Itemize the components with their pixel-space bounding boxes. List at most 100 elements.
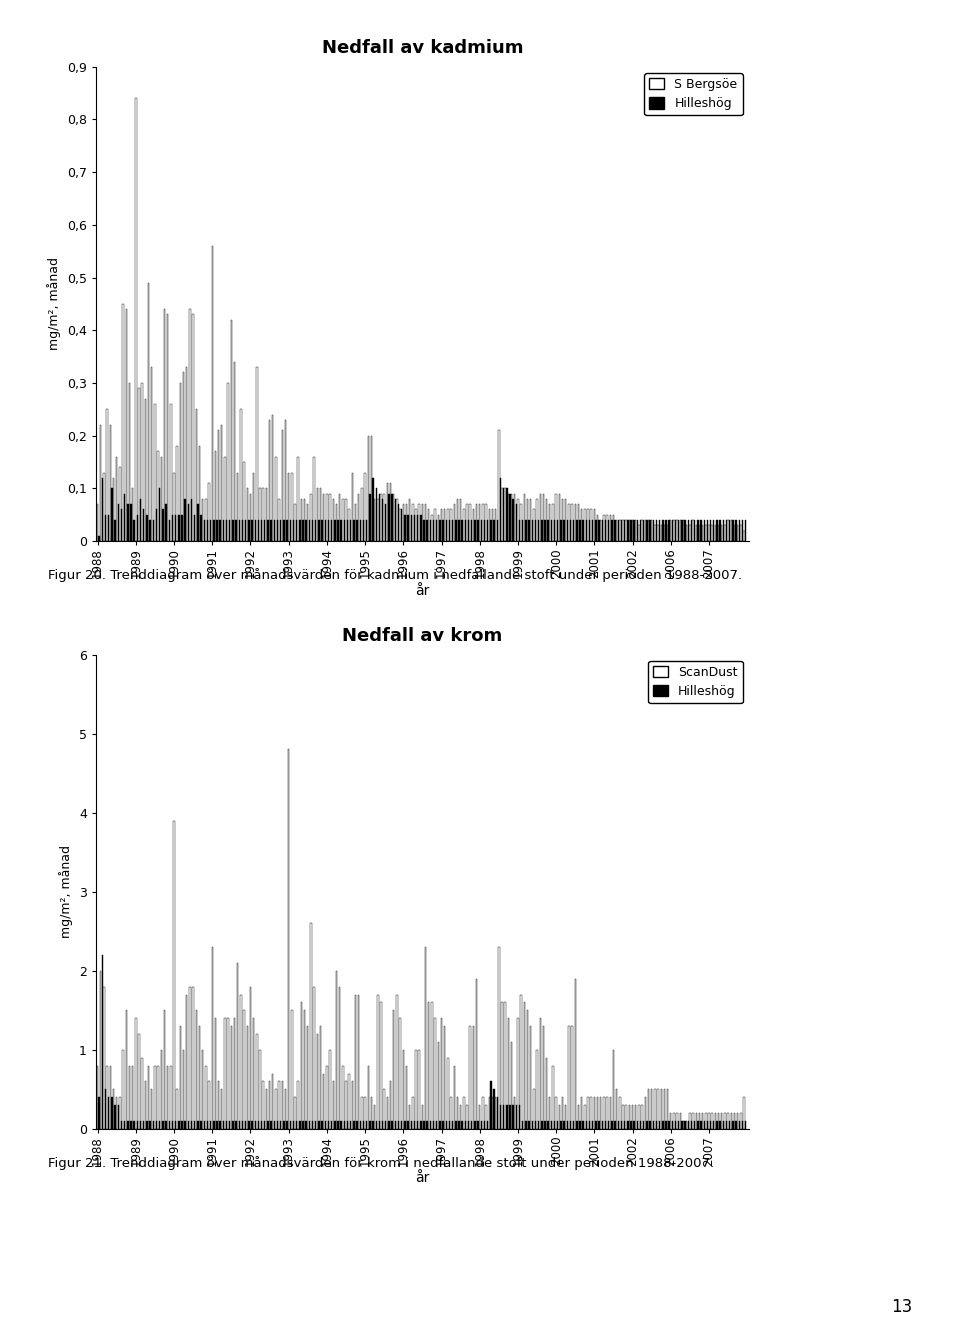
Bar	[280, 1121, 281, 1129]
Bar	[686, 1121, 687, 1129]
Bar	[102, 478, 103, 541]
Bar	[257, 1121, 259, 1129]
Bar	[302, 1121, 303, 1129]
Bar	[471, 520, 472, 541]
Bar	[448, 1121, 450, 1129]
Bar	[501, 1002, 503, 1129]
Bar	[151, 367, 153, 541]
Bar	[694, 520, 695, 541]
Bar	[375, 1121, 377, 1129]
Bar	[329, 1050, 331, 1129]
Bar	[239, 1121, 240, 1129]
Bar	[201, 514, 202, 541]
Bar	[105, 514, 107, 541]
Bar	[460, 1105, 462, 1129]
Bar	[378, 493, 380, 541]
Bar	[593, 1097, 595, 1129]
Bar	[421, 504, 423, 541]
Bar	[644, 520, 646, 541]
Bar	[562, 498, 564, 541]
Bar	[150, 520, 151, 541]
Bar	[247, 489, 248, 541]
Bar	[593, 509, 595, 541]
Bar	[237, 473, 238, 541]
Bar	[472, 1026, 474, 1129]
Bar	[447, 509, 448, 541]
Bar	[737, 1113, 738, 1129]
Bar	[579, 520, 581, 541]
Bar	[498, 430, 499, 541]
Bar	[659, 1121, 660, 1129]
Bar	[402, 1050, 404, 1129]
Bar	[324, 520, 326, 541]
Bar	[643, 520, 644, 541]
Bar	[254, 1121, 256, 1129]
Bar	[138, 1034, 140, 1129]
Bar	[745, 520, 746, 541]
Bar	[206, 520, 208, 541]
Bar	[414, 1121, 415, 1129]
Bar	[522, 520, 523, 541]
Bar	[504, 489, 506, 541]
Bar	[302, 520, 303, 541]
Bar	[656, 520, 658, 541]
Bar	[684, 520, 685, 541]
Bar	[329, 493, 331, 541]
Bar	[315, 1121, 317, 1129]
Bar	[678, 520, 680, 541]
Bar	[167, 1066, 168, 1129]
Bar	[686, 525, 687, 541]
Bar	[709, 1121, 711, 1129]
Bar	[707, 520, 708, 541]
Bar	[457, 498, 458, 541]
Bar	[401, 1121, 402, 1129]
Bar	[457, 1097, 458, 1129]
Bar	[250, 493, 252, 541]
Bar	[632, 1105, 634, 1129]
Bar	[304, 1010, 305, 1129]
Bar	[733, 1113, 735, 1129]
Bar	[361, 489, 363, 541]
Bar	[504, 1002, 506, 1129]
Bar	[283, 1121, 284, 1129]
Bar	[627, 520, 629, 541]
Bar	[141, 383, 143, 541]
Bar	[689, 525, 690, 541]
Bar	[278, 1082, 279, 1129]
Bar	[295, 504, 296, 541]
Bar	[133, 520, 135, 541]
Bar	[711, 525, 713, 541]
Bar	[164, 1010, 165, 1129]
Bar	[495, 1097, 496, 1129]
Bar	[276, 520, 278, 541]
Bar	[232, 1121, 233, 1129]
Bar	[525, 520, 527, 541]
Bar	[250, 986, 252, 1129]
Bar	[576, 520, 578, 541]
Bar	[562, 1097, 564, 1129]
Bar	[568, 1026, 569, 1129]
Bar	[174, 820, 175, 1129]
Bar	[390, 484, 392, 541]
Bar	[291, 1010, 293, 1129]
Bar	[697, 1121, 699, 1129]
Bar	[516, 504, 517, 541]
Bar	[298, 457, 299, 541]
Bar	[644, 1097, 646, 1129]
Bar	[225, 1018, 226, 1129]
Bar	[150, 1121, 151, 1129]
Bar	[484, 520, 485, 541]
Bar	[215, 452, 216, 541]
Bar	[133, 1121, 135, 1129]
Bar	[310, 923, 312, 1129]
Bar	[377, 498, 378, 541]
Bar	[687, 520, 689, 541]
Bar	[530, 498, 532, 541]
Bar	[281, 1082, 283, 1129]
Bar	[356, 1121, 358, 1129]
Bar	[235, 1121, 237, 1129]
Bar	[537, 498, 538, 541]
Bar	[288, 749, 289, 1129]
Bar	[516, 1105, 517, 1129]
Bar	[399, 509, 401, 541]
